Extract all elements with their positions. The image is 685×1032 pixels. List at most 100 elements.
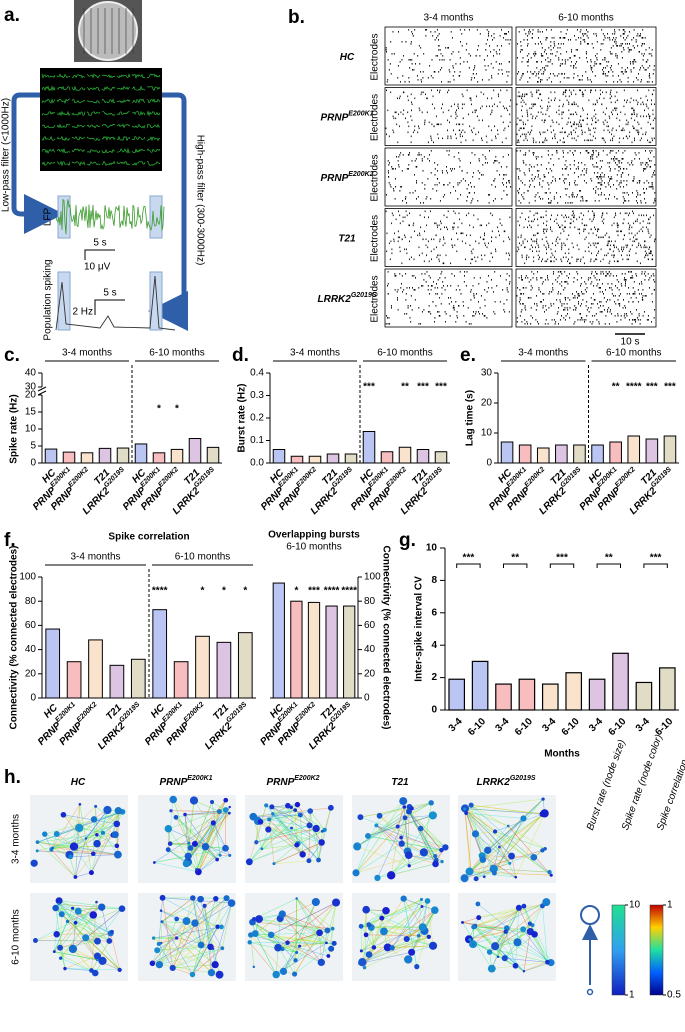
- network-edge: [172, 926, 218, 969]
- network-node: [410, 806, 414, 811]
- network-node: [475, 901, 481, 907]
- network-edge: [408, 811, 436, 865]
- bar: [573, 444, 586, 464]
- network-node: [540, 848, 545, 853]
- network-node: [84, 837, 88, 840]
- significance: *: [294, 586, 298, 597]
- network-edge: [249, 843, 299, 863]
- network-node: [269, 804, 275, 810]
- network-edge: [158, 943, 173, 969]
- genotype-superscript: G2019S: [118, 701, 141, 724]
- network-edge: [161, 897, 194, 922]
- network-edge: [188, 811, 220, 860]
- network-node: [255, 915, 263, 923]
- network-edge: [277, 902, 337, 948]
- network-node: [358, 958, 367, 967]
- network-edge: [72, 948, 92, 971]
- network-edge: [37, 841, 76, 878]
- network-node: [53, 831, 60, 838]
- network-node: [30, 859, 38, 867]
- network-edge: [54, 951, 103, 962]
- network-node: [327, 804, 334, 811]
- network-node: [430, 906, 439, 915]
- bar: [216, 641, 232, 699]
- mea-trace: [146, 98, 161, 104]
- network-node: [382, 906, 390, 915]
- network-node: [211, 961, 219, 969]
- network-edge: [390, 801, 404, 876]
- network-edge: [188, 812, 230, 860]
- significance: ****: [152, 586, 168, 597]
- network-edge: [493, 813, 543, 870]
- spiking-trace: [55, 275, 176, 331]
- network-edge: [275, 947, 279, 975]
- network-edge: [464, 798, 544, 809]
- network-edge: [116, 823, 119, 855]
- raster-spikes: [516, 271, 656, 325]
- y-tick-label: 40: [25, 644, 37, 655]
- network-edge: [175, 817, 218, 860]
- network-edge: [280, 918, 320, 934]
- network-edge: [296, 952, 322, 963]
- network-edge: [168, 828, 230, 856]
- network-edge: [55, 907, 79, 912]
- network-node: [190, 895, 196, 901]
- bar: [44, 448, 58, 464]
- network-node: [191, 919, 199, 927]
- mea-trace: [86, 111, 101, 116]
- genotype-name: LRRK2: [317, 294, 351, 305]
- raster-frame: [384, 87, 513, 146]
- genotype-name: PRNP: [266, 777, 294, 788]
- network-node: [418, 923, 427, 932]
- mea-trace: [72, 74, 86, 79]
- network-node: [292, 971, 298, 977]
- network-node: [374, 874, 381, 882]
- network-node: [265, 826, 272, 833]
- network-edge: [44, 833, 75, 847]
- network-edge: [464, 808, 509, 827]
- network-edge: [494, 831, 546, 850]
- network-edge: [368, 899, 422, 925]
- network-node: [159, 909, 163, 912]
- network-edge: [271, 804, 298, 808]
- bar: [66, 661, 82, 699]
- network-edge: [392, 945, 434, 949]
- bar: [416, 449, 430, 464]
- bar: [130, 658, 146, 699]
- network-edge: [194, 897, 227, 924]
- network-edge: [464, 808, 511, 864]
- network-edge: [249, 829, 325, 863]
- network-node: [189, 971, 196, 978]
- bar: [134, 443, 148, 464]
- network-edge: [110, 933, 120, 970]
- network-node: [223, 895, 230, 902]
- network-edge: [170, 843, 226, 849]
- network-edge: [96, 809, 108, 844]
- network-edge: [59, 914, 63, 948]
- network-node: [320, 829, 324, 833]
- network-edge: [360, 816, 446, 848]
- scale-text: 2 Hz: [72, 307, 93, 318]
- network-edge: [159, 897, 227, 965]
- network-node: [380, 927, 388, 936]
- network-node: [78, 803, 82, 806]
- mea-trace: [116, 111, 130, 116]
- network-edge: [390, 851, 408, 876]
- genotype-label: HC: [71, 777, 86, 788]
- network-edge: [294, 943, 335, 975]
- network-node: [210, 820, 216, 826]
- network-edge: [493, 868, 550, 873]
- network-node: [353, 842, 362, 851]
- network-edge: [37, 838, 87, 852]
- y-tick-label: 40: [364, 644, 376, 655]
- raster-spikes: [516, 210, 656, 265]
- axis-break: [37, 386, 47, 396]
- mea-trace: [101, 160, 116, 166]
- network-edge: [504, 957, 551, 963]
- network-edge: [282, 913, 327, 944]
- network-node: [473, 876, 479, 882]
- network-edge: [184, 814, 190, 844]
- network-edge: [92, 806, 96, 854]
- network-edge: [95, 806, 118, 825]
- network-node: [191, 840, 198, 847]
